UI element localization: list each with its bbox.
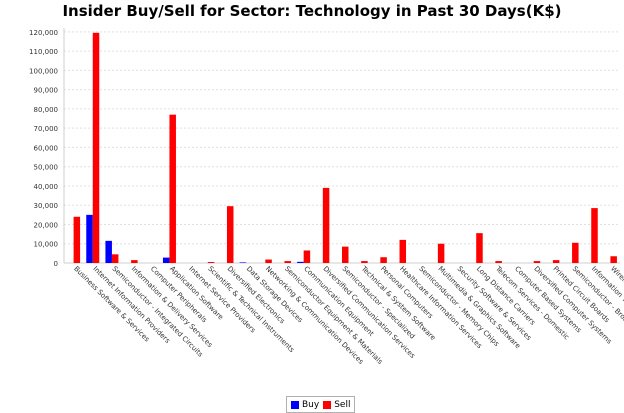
y-tick-label: 70,000 xyxy=(34,125,59,133)
y-axis-ticks: 0 10,000 20,000 30,000 40,000 50,000 60,000 70,… xyxy=(29,29,58,268)
bar-sell xyxy=(380,257,387,263)
bar-sell xyxy=(169,114,176,263)
y-tick-label: 40,000 xyxy=(34,183,59,191)
y-tick-label: 110,000 xyxy=(29,48,58,56)
bar-sell xyxy=(303,250,311,263)
bar-sell xyxy=(92,32,100,263)
bar-sell xyxy=(399,239,407,263)
legend-label-sell: Sell xyxy=(334,399,351,410)
legend-label-buy: Buy xyxy=(302,399,320,410)
chart-title: Insider Buy/Sell for Sector: Technology … xyxy=(62,2,562,20)
bar-sell xyxy=(73,216,81,263)
legend-item-sell: Sell xyxy=(323,400,350,410)
legend-item-buy: Buy xyxy=(291,400,319,410)
y-tick-label: 80,000 xyxy=(34,106,59,114)
y-tick-label: 0 xyxy=(54,260,58,268)
bar-sell xyxy=(207,262,215,263)
bar-sell xyxy=(361,261,368,263)
legend: Buy Sell xyxy=(286,396,356,413)
bar-sell xyxy=(111,254,119,263)
bar-sell xyxy=(533,261,541,263)
bar-sell xyxy=(265,259,272,263)
y-tick-label: 100,000 xyxy=(29,67,58,75)
bar-sell xyxy=(552,260,560,263)
bar-sell xyxy=(284,261,291,263)
bar-sell xyxy=(131,260,138,263)
legend-swatch-sell xyxy=(323,400,332,409)
bar-sell xyxy=(476,233,483,263)
y-tick-label: 50,000 xyxy=(34,164,59,172)
bar-buy xyxy=(86,214,93,263)
gridlines xyxy=(63,28,620,264)
y-tick-label: 60,000 xyxy=(34,144,59,152)
bar-buy xyxy=(162,257,170,263)
y-tick-label: 10,000 xyxy=(34,241,59,249)
bar-buy xyxy=(105,240,112,263)
y-tick-label: 120,000 xyxy=(29,29,58,37)
bar-buy xyxy=(239,262,247,263)
bar-sell xyxy=(322,187,330,263)
y-tick-label: 20,000 xyxy=(34,221,59,229)
bar-sell xyxy=(495,261,502,263)
bar-sell xyxy=(437,243,445,263)
bar-sell xyxy=(610,256,617,263)
bar-sell xyxy=(591,208,598,263)
bar-buy xyxy=(297,261,304,263)
bar-sell xyxy=(342,246,349,263)
legend-swatch-buy xyxy=(291,400,299,409)
bar-sell xyxy=(572,242,579,263)
bars xyxy=(73,32,617,263)
bar-sell xyxy=(226,206,234,263)
y-tick-label: 90,000 xyxy=(34,87,59,95)
y-tick-label: 30,000 xyxy=(34,202,59,210)
